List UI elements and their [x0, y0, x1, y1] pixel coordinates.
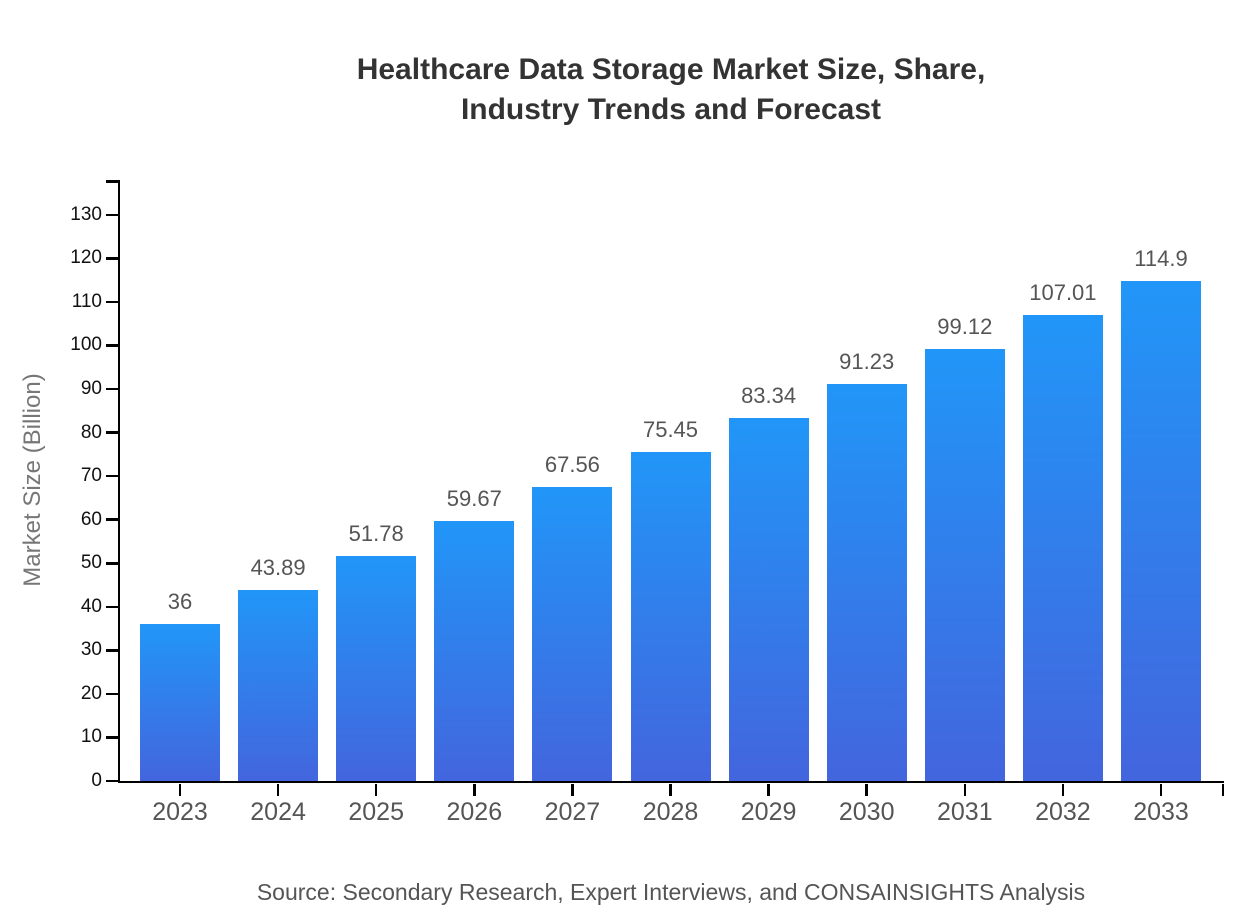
x-tick: [1159, 783, 1163, 796]
bar-2030: [826, 383, 907, 781]
x-tick-label: 2033: [1133, 798, 1189, 826]
y-tick: [105, 300, 118, 304]
x-tick-label: 2031: [936, 798, 993, 826]
bar-value-label: 67.56: [544, 451, 600, 477]
y-tick: [105, 562, 118, 565]
y-tick: [105, 213, 118, 217]
y-tick: [105, 431, 118, 434]
bar-value-label: 114.9: [1134, 245, 1188, 271]
y-tick: [105, 518, 118, 521]
bar-2028: [630, 452, 711, 781]
x-tick-label: 2026: [446, 798, 503, 826]
y-tick: [105, 779, 118, 783]
bar-2027: [532, 486, 613, 781]
y-tick-label: 100: [70, 334, 102, 356]
x-tick-label: 2027: [544, 798, 601, 826]
plot-area: 0 10 20 30 40 50 60 70 80 90 100 110 120 130 36 2023 43.…: [70, 180, 1224, 826]
chart-title-line-2: Industry Trends and Forecast: [460, 93, 882, 126]
bar-value-label: 99.12: [937, 314, 993, 340]
x-tick: [178, 783, 182, 796]
y-tick-label: 110: [71, 290, 102, 312]
x-tick: [669, 783, 672, 796]
bar-2024: [238, 589, 319, 781]
bar-value-label: 43.89: [250, 554, 306, 580]
x-tick-label: 2025: [348, 798, 404, 826]
bar-value-label: 83.34: [741, 383, 797, 409]
y-tick: [105, 605, 118, 609]
x-tick-label: 2030: [838, 798, 895, 826]
bar-value-label: 107.01: [1029, 279, 1097, 305]
bar-2033: [1121, 280, 1201, 781]
x-tick-label: 2029: [740, 798, 797, 826]
y-tick-label: 70: [80, 465, 102, 487]
x-tick: [1061, 783, 1065, 796]
chart-title: Healthcare Data Storage Market Size, Sha…: [118, 50, 1224, 130]
y-tick: [105, 736, 118, 739]
bar-value-label: 59.67: [446, 486, 502, 512]
x-tick-label: 2024: [250, 798, 306, 826]
x-tick-label: 2023: [152, 798, 208, 826]
y-tick-label: 80: [80, 421, 102, 443]
bar-2025: [336, 555, 417, 781]
bar-value-label: 36: [167, 589, 193, 615]
chart-title-line-1: Healthcare Data Storage Market Size, Sha…: [356, 53, 986, 86]
y-tick-label: 90: [80, 378, 102, 400]
x-tick: [963, 783, 967, 796]
bar-value-label: 51.78: [348, 520, 404, 546]
bar-2031: [924, 349, 1005, 781]
y-tick-label: 10: [80, 726, 102, 748]
y-tick: [105, 692, 118, 696]
y-axis-title: Market Size (Billion): [19, 373, 46, 587]
y-tick: [105, 649, 118, 652]
y-tick-label: 40: [80, 595, 102, 617]
bar-2026: [434, 521, 515, 781]
x-tick: [276, 783, 280, 796]
source-caption: Source: Secondary Research, Expert Inter…: [256, 879, 1086, 905]
y-tick: [105, 387, 118, 391]
x-tick: [865, 783, 868, 796]
y-tick: [105, 257, 118, 260]
y-tick-label: 0: [91, 770, 102, 791]
x-tick: [374, 783, 378, 796]
x-tick: [571, 783, 574, 796]
y-tick: [105, 344, 118, 347]
bar-2023: [140, 624, 220, 781]
y-tick-label: 20: [80, 682, 102, 704]
y-tick: [105, 474, 118, 478]
x-tick: [473, 783, 476, 796]
x-tick-label: 2028: [642, 798, 699, 826]
x-tick: [767, 783, 770, 796]
y-tick-label: 60: [80, 508, 102, 530]
x-tick-label: 2032: [1035, 798, 1091, 826]
y-tick-label: 120: [70, 247, 102, 269]
y-tick-label: 50: [80, 552, 102, 574]
bar-2029: [728, 418, 809, 781]
bar-2032: [1022, 314, 1103, 781]
bar-value-label: 75.45: [642, 417, 699, 443]
y-tick-label: 30: [80, 639, 102, 661]
y-tick-label: 130: [70, 203, 102, 225]
bar-value-label: 91.23: [839, 348, 895, 374]
